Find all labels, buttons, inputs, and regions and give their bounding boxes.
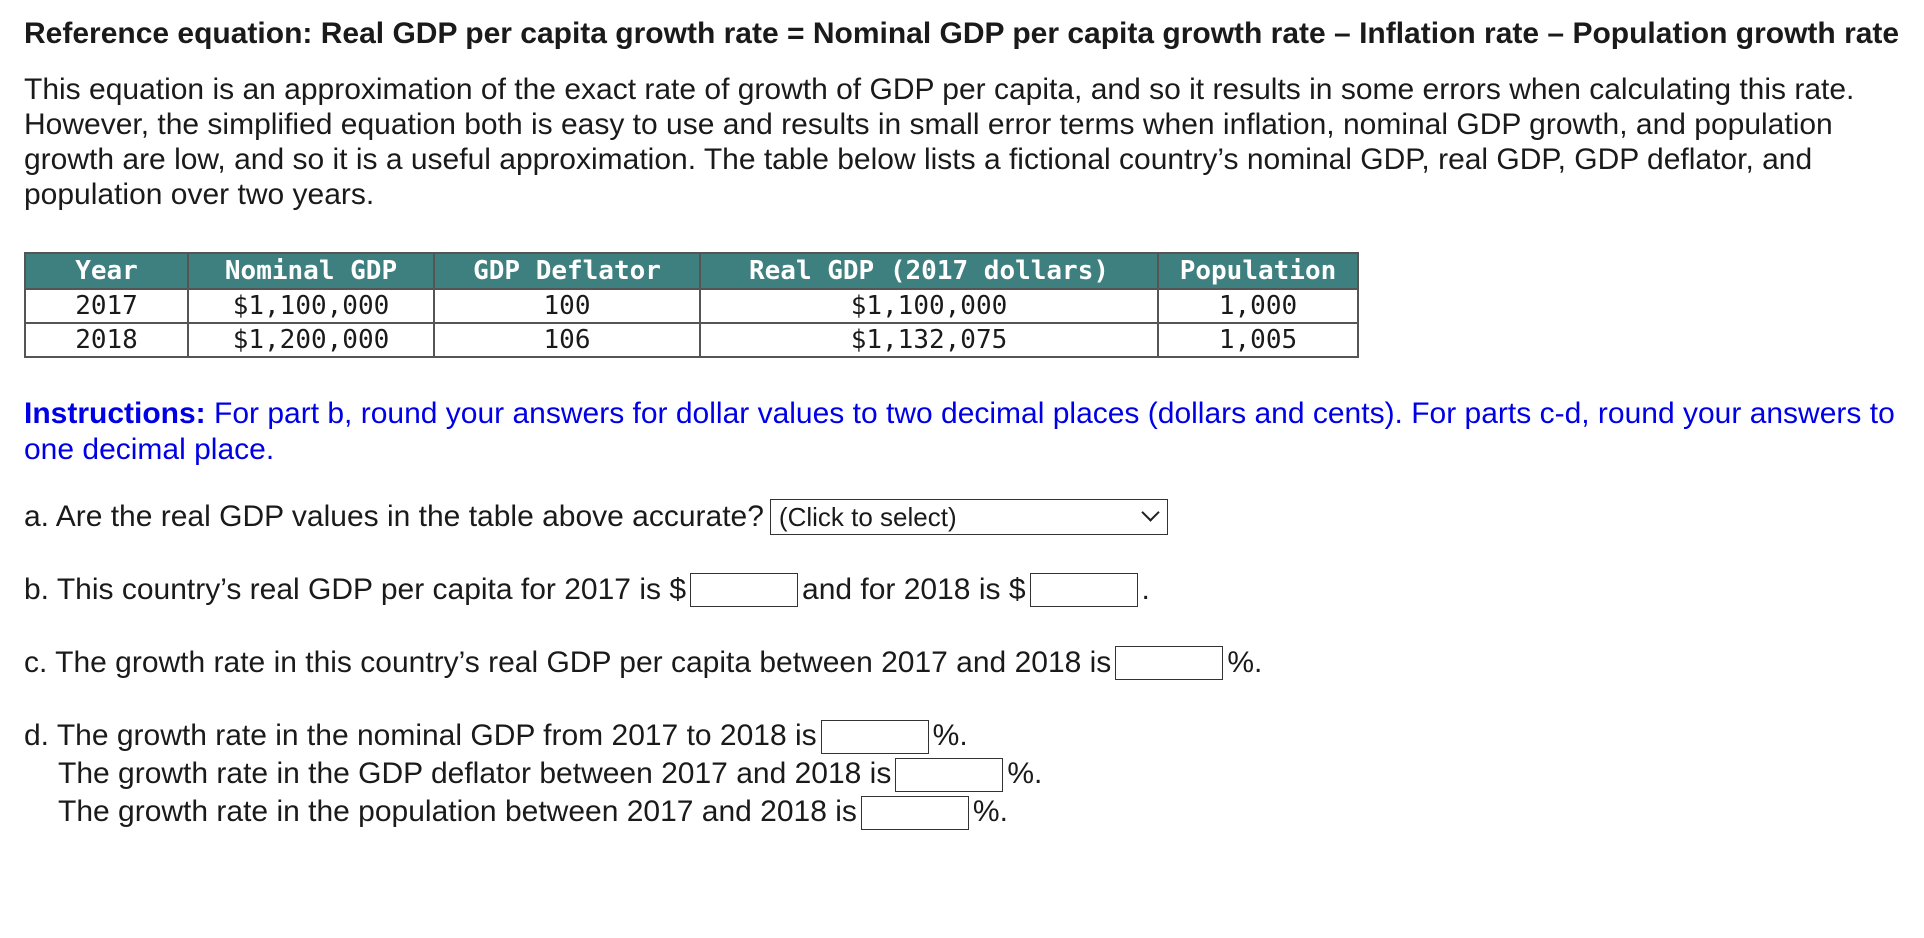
question-d-unit-3: %. [972,795,1008,829]
question-c-text: c. The growth rate in this country’s rea… [24,646,1112,680]
question-b-text-3: . [1141,573,1150,607]
question-b-text-2: and for 2018 is $ [802,573,1026,607]
question-d-unit-1: %. [932,719,968,753]
header-year: Year [24,252,189,290]
table-row: 2017 $1,100,000 100 $1,100,000 1,000 [24,288,1359,324]
cell-nominal-gdp: $1,200,000 [187,322,435,358]
question-a: a. Are the real GDP values in the table … [24,498,1900,536]
real-gdp-per-capita-growth-input[interactable] [1115,646,1224,681]
gdp-deflator-growth-input[interactable] [895,758,1004,793]
question-d-line-2: The growth rate in the GDP deflator betw… [24,755,1900,793]
cell-population: 1,000 [1157,288,1359,324]
table-header-row: Year Nominal GDP GDP Deflator Real GDP (… [24,252,1359,290]
cell-year: 2017 [24,288,189,324]
question-b-text-1: b. This country’s real GDP per capita fo… [24,573,687,607]
question-d-text-3: The growth rate in the population betwee… [58,795,857,829]
question-c: c. The growth rate in this country’s rea… [24,644,1900,681]
instructions-text: For part b, round your answers for dolla… [24,397,1895,466]
intro-paragraph: This equation is an approximation of the… [24,73,1855,211]
question-d-line-1: d. The growth rate in the nominal GDP fr… [24,717,1900,755]
question-b: b. This country’s real GDP per capita fo… [24,571,1900,608]
accuracy-select-value: (Click to select) [778,502,957,533]
accuracy-select[interactable]: (Click to select) [769,499,1168,536]
cell-real-gdp: $1,132,075 [699,322,1159,358]
gdp-table: Year Nominal GDP GDP Deflator Real GDP (… [24,252,1359,358]
cell-gdp-deflator: 106 [433,322,701,358]
nominal-gdp-growth-input[interactable] [820,720,929,755]
table-row: 2018 $1,200,000 106 $1,132,075 1,005 [24,322,1359,358]
cell-population: 1,005 [1157,322,1359,358]
question-c-unit: %. [1227,646,1263,680]
question-a-text: a. Are the real GDP values in the table … [24,500,764,534]
real-gdp-per-capita-2017-input[interactable] [690,573,799,608]
header-population: Population [1157,252,1359,290]
instructions: Instructions: For part b, round your ans… [24,396,1900,468]
reference-equation: Reference equation: Real GDP per capita … [24,17,1900,50]
question-d-text-2: The growth rate in the GDP deflator betw… [58,757,892,791]
cell-year: 2018 [24,322,189,358]
question-d-unit-2: %. [1007,757,1043,791]
header-nominal-gdp: Nominal GDP [187,252,435,290]
cell-gdp-deflator: 100 [433,288,701,324]
real-gdp-per-capita-2018-input[interactable] [1029,573,1138,608]
question-d-line-3: The growth rate in the population betwee… [24,793,1900,831]
header-gdp-deflator: GDP Deflator [433,252,701,290]
chevron-down-icon [1141,503,1160,522]
cell-real-gdp: $1,100,000 [699,288,1159,324]
cell-nominal-gdp: $1,100,000 [187,288,435,324]
header-real-gdp: Real GDP (2017 dollars) [699,252,1159,290]
population-growth-input[interactable] [860,796,969,831]
question-d-text-1: d. The growth rate in the nominal GDP fr… [24,719,817,753]
question-d: d. The growth rate in the nominal GDP fr… [24,717,1900,831]
instructions-label: Instructions: [24,397,206,430]
